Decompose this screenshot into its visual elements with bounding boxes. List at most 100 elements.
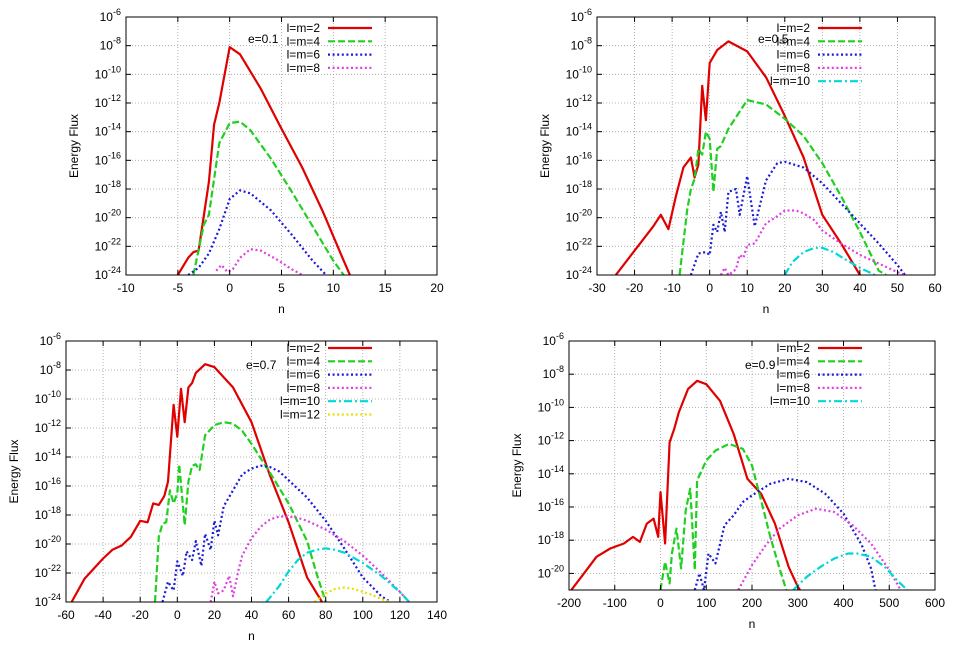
series-line-l=m=8 xyxy=(215,248,303,275)
y-tick-label: 10-10 xyxy=(95,64,121,81)
x-tick-label: 80 xyxy=(319,608,333,622)
x-tick-label: 15 xyxy=(378,281,392,295)
x-tick-label: -20 xyxy=(626,281,644,295)
x-tick-label: 10 xyxy=(741,281,755,295)
series-line-l=m=12 xyxy=(313,586,391,602)
x-tick-label: 140 xyxy=(427,608,447,622)
x-tick-label: 600 xyxy=(925,596,945,610)
x-tick-label: 0 xyxy=(174,608,181,622)
y-tick-label: 10-14 xyxy=(95,122,121,139)
x-tick-label: -5 xyxy=(172,281,183,295)
legend: l=m=2l=m=4l=m=6l=m=8l=m=10 xyxy=(770,341,862,408)
x-tick-label: -10 xyxy=(117,281,135,295)
x-tick-label: 0 xyxy=(226,281,233,295)
y-tick-label: 10-20 xyxy=(35,534,61,551)
x-tick-label: -100 xyxy=(603,596,627,610)
y-axis-label: Energy Flux xyxy=(510,433,524,497)
y-tick-label: 10-6 xyxy=(543,331,564,348)
y-tick-label: 10-20 xyxy=(95,208,121,225)
chart-panel-4: -200 -100 0 100 200 300 400 500 600 10-20 10-18 10-… xyxy=(510,331,945,631)
eccentricity-annotation: e=0.1 xyxy=(248,32,279,46)
y-tick-label: 10-8 xyxy=(100,36,121,53)
x-tick-label: 120 xyxy=(390,608,410,622)
legend-label: l=m=2 xyxy=(287,21,321,35)
plot-frame xyxy=(596,16,936,276)
y-tick-label: 10-16 xyxy=(538,497,564,514)
x-axis-label: n xyxy=(763,302,770,316)
y-tick-label: 10-20 xyxy=(538,563,564,580)
y-tick-label: 10-24 xyxy=(35,592,61,609)
legend-label: l=m=6 xyxy=(287,48,321,62)
y-tick-label: 10-22 xyxy=(35,563,61,580)
x-tick-label: -200 xyxy=(557,596,581,610)
legend-label: l=m=2 xyxy=(287,341,321,355)
chart-panel-2: -30 -20 -10 0 10 20 30 40 50 60 10-24 10-22 10-20 10-… xyxy=(538,7,942,316)
x-axis-label: n xyxy=(278,302,285,316)
y-axis-label: Energy Flux xyxy=(538,114,552,178)
x-tick-label: -60 xyxy=(57,608,75,622)
y-axis-label: Energy Flux xyxy=(67,114,81,178)
y-tick-label: 10-6 xyxy=(40,331,61,348)
y-tick-label: 10-12 xyxy=(538,431,564,448)
legend-label: l=m=2 xyxy=(777,21,811,35)
series-line-l=m=6 xyxy=(187,189,327,275)
y-axis-label: Energy Flux xyxy=(7,439,21,503)
y-tick-label: 10-16 xyxy=(95,150,121,167)
y-tick-label: 10-24 xyxy=(566,265,592,282)
x-tick-label: 100 xyxy=(696,596,716,610)
eccentricity-annotation: e=0.5 xyxy=(758,32,789,46)
y-tick-label: 10-16 xyxy=(566,150,592,167)
x-tick-label: 400 xyxy=(833,596,853,610)
y-tick-label: 10-14 xyxy=(566,122,592,139)
y-tick-label: 10-12 xyxy=(35,418,61,435)
series-line-l=m=2 xyxy=(176,45,351,275)
y-tick-label: 10-12 xyxy=(566,93,592,110)
x-tick-label: 40 xyxy=(853,281,867,295)
series-line-l=m=4 xyxy=(192,120,345,275)
y-tick-label: 10-10 xyxy=(538,397,564,414)
x-tick-label: 20 xyxy=(430,281,444,295)
x-tick-label: 500 xyxy=(879,596,899,610)
x-tick-label: 5 xyxy=(278,281,285,295)
x-tick-label: 50 xyxy=(891,281,905,295)
series-line-l=m=6 xyxy=(689,160,906,275)
x-tick-label: 100 xyxy=(353,608,373,622)
y-tick-label: 10-10 xyxy=(35,389,61,406)
x-tick-label: 40 xyxy=(245,608,259,622)
legend-label: l=m=6 xyxy=(777,48,811,62)
x-tick-label: -30 xyxy=(588,281,606,295)
chart-panel-1: -10 -5 0 5 10 15 20 10-24 10-22 10-20 10-18 10-16 10… xyxy=(67,7,444,316)
y-tick-label: 10-24 xyxy=(95,265,121,282)
y-tick-label: 10-6 xyxy=(100,7,121,24)
y-tick-label: 10-18 xyxy=(566,179,592,196)
y-tick-label: 10-10 xyxy=(566,64,592,81)
y-tick-label: 10-22 xyxy=(95,236,121,253)
x-tick-label: -10 xyxy=(663,281,681,295)
y-tick-label: 10-18 xyxy=(95,179,121,196)
x-tick-label: 20 xyxy=(208,608,222,622)
x-tick-label: 200 xyxy=(742,596,762,610)
x-tick-label: 0 xyxy=(657,596,664,610)
series-line-l=m=8 xyxy=(737,507,902,590)
series-line-l=m=4 xyxy=(678,98,887,275)
y-tick-label: 10-8 xyxy=(543,364,564,381)
legend-label: l=m=10 xyxy=(770,394,810,408)
y-tick-label: 10-16 xyxy=(35,476,61,493)
legend-label: l=m=4 xyxy=(777,34,811,48)
legend-label: l=m=8 xyxy=(777,381,811,395)
series-line-l=m=10 xyxy=(783,246,876,275)
chart-panel-3: -60 -40 -20 0 20 40 60 80 100 120 140 10-24 10-22 10-… xyxy=(7,331,447,643)
x-tick-label: 60 xyxy=(928,281,942,295)
x-tick-label: 60 xyxy=(282,608,296,622)
x-tick-label: 30 xyxy=(816,281,830,295)
x-tick-label: 300 xyxy=(788,596,808,610)
legend: l=m=2l=m=4l=m=6l=m=8l=m=10l=m=12 xyxy=(280,341,372,422)
legend-label: l=m=10 xyxy=(770,74,810,88)
x-tick-label: -20 xyxy=(132,608,150,622)
legend-label: l=m=6 xyxy=(287,368,321,382)
series-line-l=m=2 xyxy=(614,40,861,275)
y-tick-label: 10-8 xyxy=(40,360,61,377)
legend-label: l=m=4 xyxy=(287,34,321,48)
x-tick-label: 0 xyxy=(706,281,713,295)
